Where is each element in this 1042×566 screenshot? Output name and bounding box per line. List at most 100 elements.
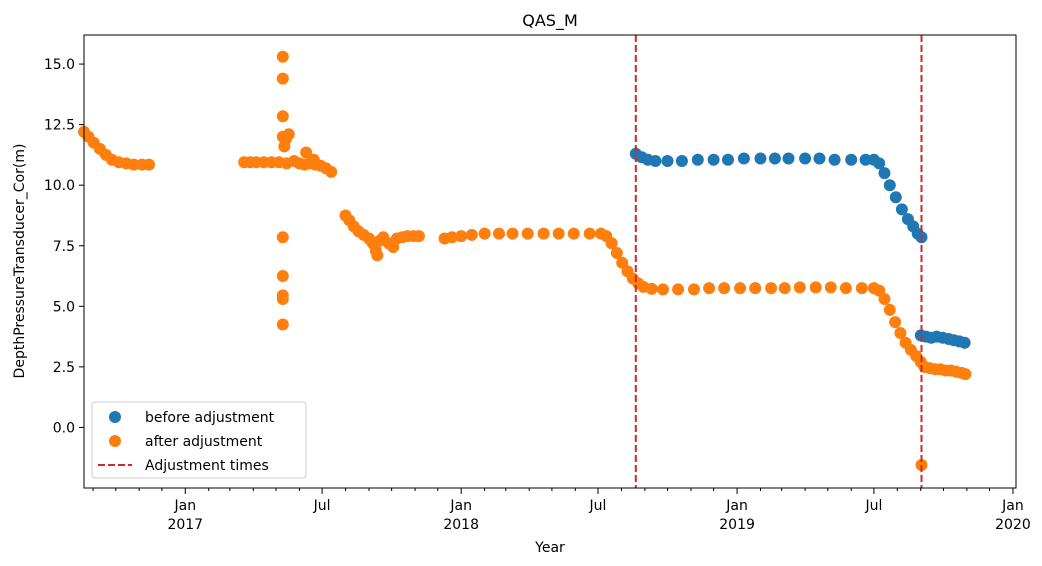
x-axis-label: Year [534,540,565,556]
point-before [828,153,841,166]
point-before [675,155,688,167]
x-tick-year-label: 2017 [167,517,203,533]
x-axis-ticks: Jan 2017 Jul Jan 2018 Jul Jan 2019 Jul Jan 2020 [92,488,1031,533]
y-tick-label: 15.0 [44,57,75,73]
point-after [855,282,868,295]
point-after [276,72,289,85]
point-after [493,227,505,240]
data-points [78,50,972,471]
point-after [889,316,902,329]
legend-label-adjustment: Adjustment times [145,458,269,474]
point-before [768,152,781,165]
point-before [799,152,812,165]
x-tick-year-label: 2020 [995,517,1031,533]
point-after [276,293,289,305]
point-before [754,152,767,165]
point-before [722,153,734,166]
point-after [143,158,155,171]
y-tick-label: 7.5 [53,239,75,255]
x-tick-label: Jan [449,498,472,514]
chart-title: QAS_M [522,11,578,31]
point-after [793,281,806,294]
point-after [412,230,425,243]
point-after [809,281,822,294]
point-after [552,227,565,240]
point-after [883,303,896,316]
point-after [672,283,685,296]
point-after [371,249,384,262]
point-after [657,283,669,296]
point-after [610,247,623,259]
x-tick-year-label: 2019 [719,517,755,533]
point-after [583,227,596,240]
point-before [782,152,795,165]
y-tick-label: 12.5 [44,118,75,134]
point-after [959,368,972,381]
legend: before adjustment after adjustment Adjus… [91,401,307,479]
y-axis-ticks: 0.0 2.5 5.0 7.5 10.0 12.5 15.0 [44,57,84,436]
x-tick-label: Jul [864,498,882,514]
point-after [478,227,491,240]
y-tick-label: 0.0 [53,420,75,436]
point-after [127,158,140,171]
point-after [749,282,762,295]
point-before [878,167,891,180]
point-before [873,157,886,170]
point-before [661,155,674,167]
point-after [605,237,618,250]
point-after [278,140,291,153]
point-before [813,152,826,165]
point-after [645,282,658,295]
point-after [276,318,289,331]
y-tick-label: 10.0 [44,178,75,194]
x-tick-year-label: 2018 [443,517,479,533]
point-after [734,282,747,295]
point-after [778,282,791,295]
point-after [307,153,320,166]
adjustment-lines [634,35,923,488]
point-before [859,153,872,166]
point-after [521,227,534,240]
point-after [506,227,519,240]
point-after [276,231,289,244]
point-before [895,203,908,216]
legend-label-before: before adjustment [145,410,275,426]
legend-label-after: after adjustment [145,434,263,450]
point-before [845,153,858,166]
y-axis-label: DepthPressureTransducer_Cor(m) [12,144,28,379]
x-tick-label: Jan [173,498,196,514]
point-after [446,231,459,244]
x-tick-label: Jul [589,498,607,514]
point-after [567,227,580,240]
point-after [765,282,778,295]
point-after [465,228,478,241]
x-tick-label: Jan [1001,498,1024,514]
y-tick-label: 2.5 [53,360,75,376]
point-after [537,227,550,240]
point-before [707,153,720,166]
point-after [878,293,891,305]
plot-frame [83,34,1017,489]
legend-box [91,401,307,479]
point-after [300,146,313,159]
point-after [455,230,468,243]
x-tick-label: Jul [313,498,331,514]
point-after [718,282,731,295]
point-before [737,152,750,165]
point-after [276,270,289,282]
point-after [688,283,700,296]
point-after [703,282,716,295]
point-before [649,155,662,167]
point-before [691,153,704,166]
point-after [282,128,295,141]
legend-marker-before [109,411,121,423]
point-before [958,336,971,349]
point-after [824,281,837,294]
point-after [325,165,338,178]
point-after [839,282,852,295]
legend-marker-after [109,435,121,447]
x-tick-label: Jan [725,498,748,514]
point-before [889,191,902,204]
point-before [883,179,896,192]
